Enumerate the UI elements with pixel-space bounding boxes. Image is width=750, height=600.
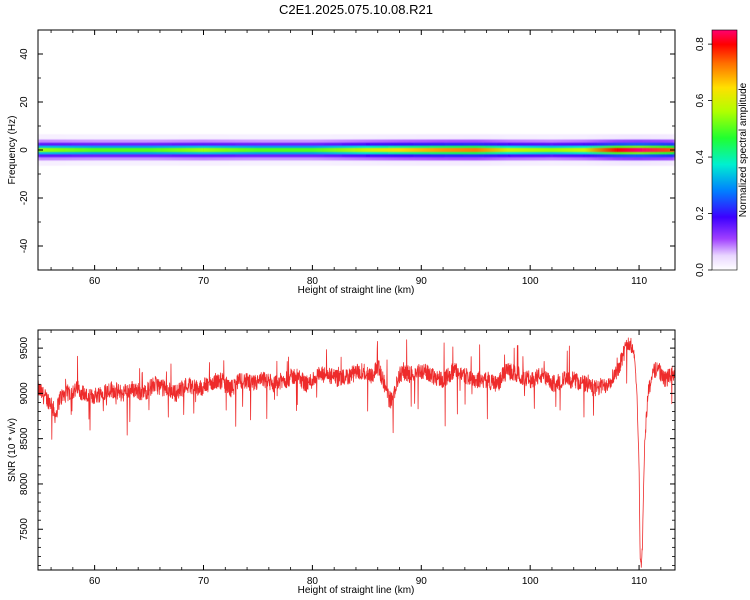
snr-series-line bbox=[38, 337, 675, 568]
spectrogram-x-tick-label: 100 bbox=[522, 276, 539, 287]
colorbar-tick-label: 0.2 bbox=[695, 206, 706, 220]
snr-x-ticks: 60 70 80 90 100 110 bbox=[50, 330, 662, 587]
spectrogram-x-tick-label: 110 bbox=[631, 276, 647, 287]
snr-x-tick-label: 80 bbox=[307, 576, 319, 587]
snr-y-tick-label: 8500 bbox=[19, 427, 30, 450]
colorbar-tick-label: 0.4 bbox=[695, 150, 706, 164]
snr-y-ticks: 7500 8000 8500 9000 9500 bbox=[19, 329, 675, 566]
spectrogram-panel: 60 70 80 90 100 110 -40 -20 0 20 40 Height of str… bbox=[7, 29, 676, 296]
colorbar: 0.0 0.2 0.4 0.6 0.8 Normalized spectral ampl… bbox=[695, 29, 749, 277]
spectrogram-x-tick-label: 60 bbox=[89, 276, 101, 287]
colorbar-label: Normalized spectral amplitude bbox=[738, 82, 749, 217]
colorbar-tick-label: 0.0 bbox=[695, 263, 706, 277]
snr-x-tick-label: 90 bbox=[416, 576, 428, 587]
colorbar-frame bbox=[711, 29, 738, 271]
snr-panel: 60 70 80 90 100 110 7500 8000 8500 9000 9500 Heig… bbox=[7, 329, 676, 596]
snr-y-tick-label: 9000 bbox=[19, 382, 30, 405]
snr-frame bbox=[37, 329, 676, 571]
snr-x-tick-label: 60 bbox=[89, 576, 101, 587]
snr-x-tick-label: 70 bbox=[198, 576, 210, 587]
colorbar-tick-label: 0.8 bbox=[695, 37, 706, 51]
spectrogram-x-tick-label: 80 bbox=[307, 276, 319, 287]
spectrogram-y-tick-label: -20 bbox=[19, 190, 30, 205]
spectrogram-x-tick-label: 70 bbox=[198, 276, 210, 287]
snr-y-tick-label: 8000 bbox=[19, 472, 30, 495]
snr-y-tick-label: 9500 bbox=[19, 337, 30, 360]
snr-y-tick-label: 7500 bbox=[19, 518, 30, 541]
spectrogram-x-ticks: 60 70 80 90 100 110 bbox=[50, 30, 662, 287]
spectrogram-y-tick-label: 20 bbox=[19, 96, 30, 108]
snr-x-tick-label: 110 bbox=[631, 576, 647, 587]
snr-x-tick-label: 100 bbox=[522, 576, 539, 587]
spectrogram-y-tick-label: -40 bbox=[19, 238, 30, 253]
spectrogram-y-tick-label: 0 bbox=[19, 147, 30, 153]
figure-title: C2E1.2025.075.10.08.R21 bbox=[279, 2, 433, 17]
spectrogram-y-tick-label: 40 bbox=[19, 48, 30, 60]
colorbar-gradient bbox=[712, 30, 737, 270]
snr-plot-area bbox=[38, 337, 675, 568]
spectrogram-y-ticks: -40 -20 0 20 40 bbox=[19, 29, 675, 271]
snr-x-label: Height of straight line (km) bbox=[298, 585, 415, 596]
spectrogram-band bbox=[38, 134, 675, 166]
spectrogram-y-label: Frequency (Hz) bbox=[7, 116, 18, 185]
spectrogram-x-tick-label: 90 bbox=[416, 276, 428, 287]
colorbar-ticks: 0.0 0.2 0.4 0.6 0.8 bbox=[695, 37, 712, 277]
snr-y-label: SNR (10 * v/v) bbox=[7, 418, 18, 482]
band-center bbox=[38, 147, 675, 153]
spectrogram-x-label: Height of straight line (km) bbox=[298, 285, 415, 296]
colorbar-tick-label: 0.6 bbox=[695, 93, 706, 107]
